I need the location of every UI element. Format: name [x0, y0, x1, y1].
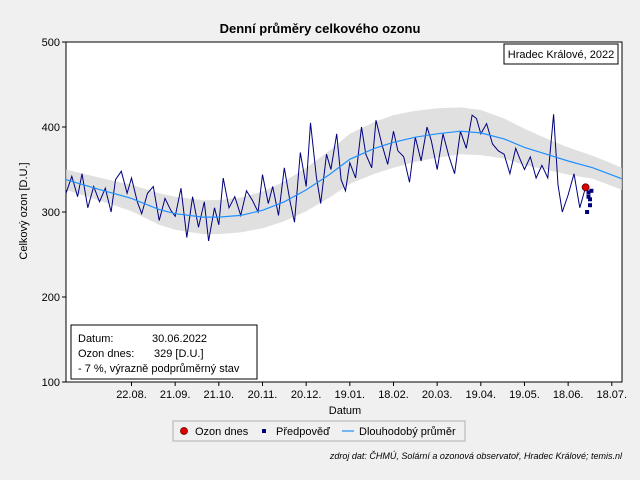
legend-marker-predpoved	[262, 429, 266, 433]
y-tick-label: 400	[42, 122, 60, 134]
long-term-band	[66, 107, 622, 235]
daily-ozone-line	[65, 114, 587, 241]
legend-marker-ozon-dnes	[180, 427, 188, 435]
chart-title: Denní průměry celkového ozonu	[220, 21, 421, 36]
forecast-point	[588, 203, 592, 208]
forecast-point	[589, 188, 594, 193]
info-date-label: Datum:	[78, 333, 113, 345]
x-tick-label: 19.01.	[335, 389, 366, 401]
y-tick-label: 500	[42, 37, 60, 49]
x-tick-label: 21.09.	[160, 389, 191, 401]
location-box: Hradec Králové, 2022	[503, 43, 619, 65]
lines-layer	[65, 114, 623, 241]
today-point	[581, 183, 590, 192]
forecast-point	[586, 194, 591, 199]
y-tick-label: 300	[42, 207, 60, 219]
info-ozone-value: 329 [D.U.]	[154, 348, 204, 360]
legend-label-prumer: Dlouhodobý průměr	[359, 426, 456, 438]
x-tick-label: 18.02.	[378, 389, 409, 401]
y-tick-label: 200	[42, 292, 60, 304]
markers-layer	[581, 183, 594, 214]
y-axis: 100 200 300 400 500	[42, 37, 66, 389]
info-box: Datum: 30.06.2022 Ozon dnes: 329 [D.U.] …	[70, 324, 258, 380]
x-tick-label: 18.06.	[553, 389, 584, 401]
x-tick-label: 19.05.	[509, 389, 540, 401]
legend-label-predpoved: Předpověď	[276, 426, 330, 438]
info-status: - 7 %, výrazně podprůměrný stav	[78, 363, 240, 375]
x-tick-label: 22.08.	[116, 389, 147, 401]
x-tick-label: 20.11.	[248, 389, 278, 401]
info-ozone-label: Ozon dnes:	[78, 348, 134, 360]
y-axis-label: Celkový ozon [D.U.]	[18, 162, 30, 259]
band-layer	[66, 107, 622, 235]
x-tick-label: 21.10.	[204, 389, 235, 401]
legend-label-ozon-dnes: Ozon dnes	[195, 426, 249, 438]
y-tick-label: 100	[42, 377, 60, 389]
location-label: Hradec Králové, 2022	[508, 49, 614, 61]
info-date-value: 30.06.2022	[152, 333, 207, 345]
long-term-mean-line	[65, 130, 623, 218]
legend: Ozon dnes Předpověď Dlouhodobý průměr	[172, 420, 466, 442]
x-tick-label: 18.07.	[597, 389, 628, 401]
x-axis: 22.08. 21.09. 21.10. 20.11. 20.12. 19.01. 18.0…	[116, 382, 627, 401]
forecast-point	[586, 190, 591, 195]
source-note: zdroj dat: ČHMÚ, Solární a ozonová obser…	[329, 451, 623, 461]
x-axis-label: Datum	[329, 405, 361, 417]
forecast-point	[588, 197, 592, 202]
forecast-point	[585, 210, 590, 214]
x-tick-label: 19.04.	[466, 389, 497, 401]
x-tick-label: 20.12.	[291, 389, 322, 401]
x-tick-label: 20.03.	[422, 389, 453, 401]
